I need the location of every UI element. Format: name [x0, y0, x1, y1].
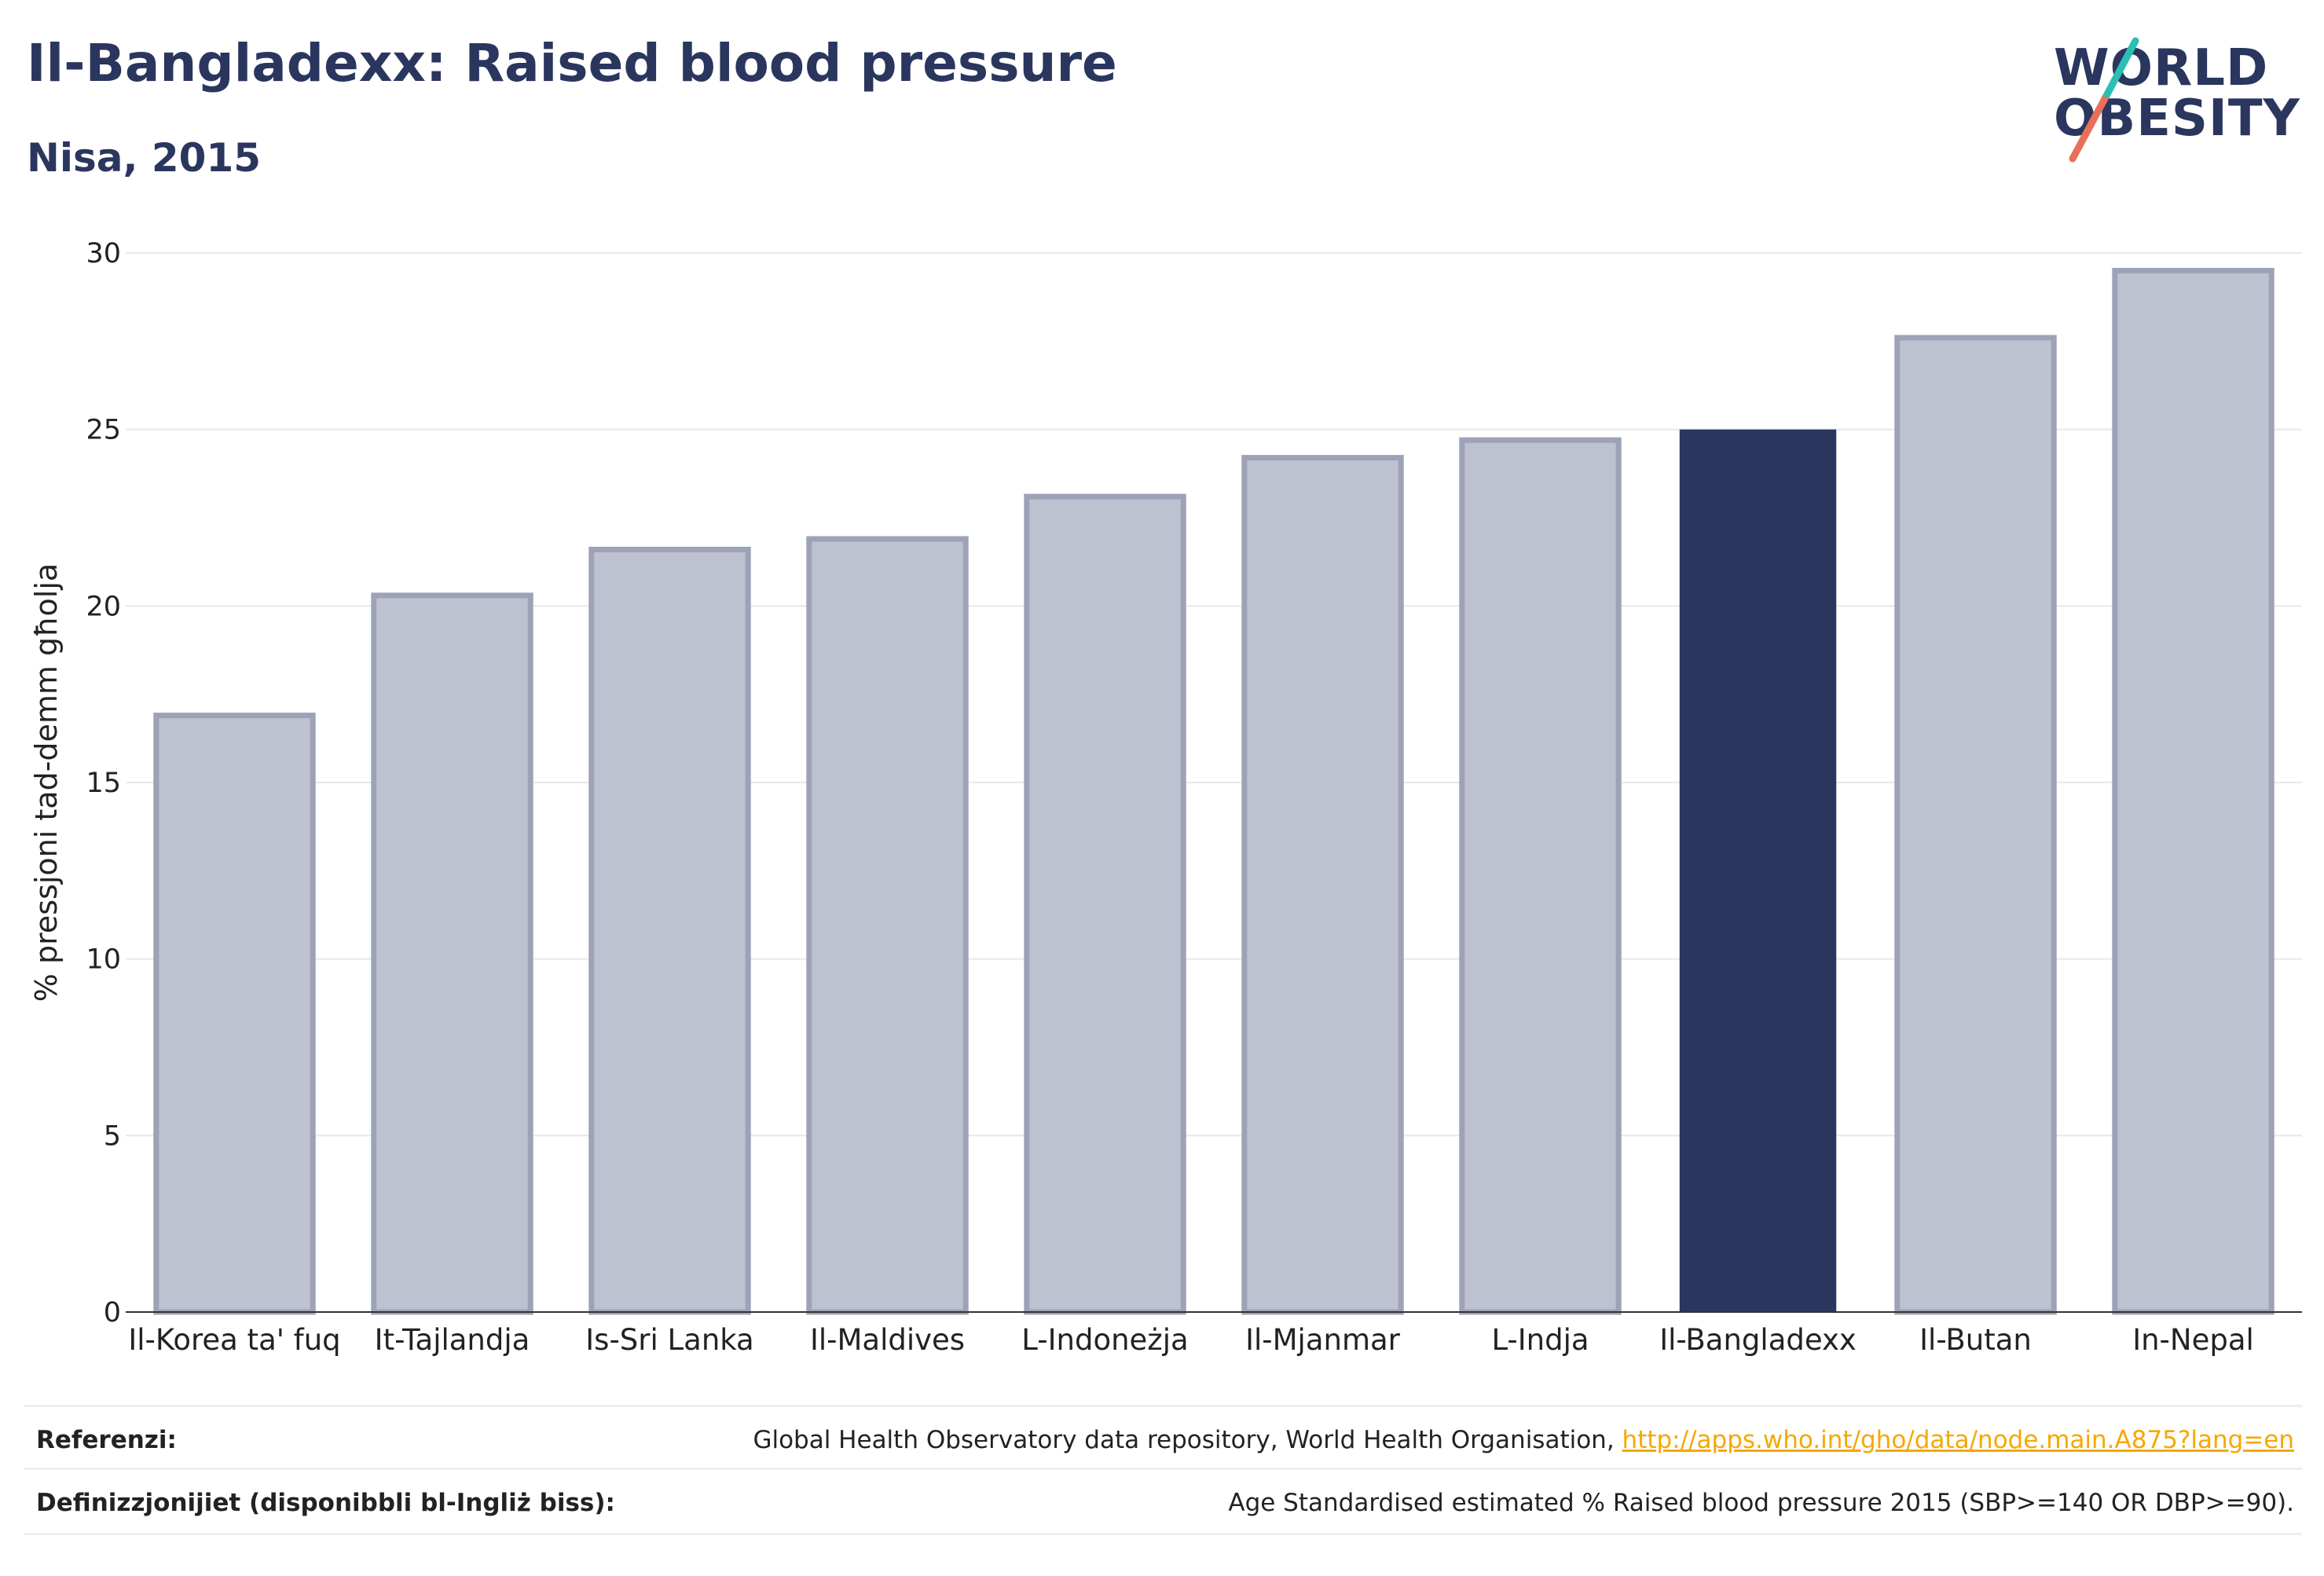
bar-8[interactable] [1894, 335, 2057, 1315]
definitions-row: Definizzjonijiet (disponibbli bl-Ingliż … [24, 1468, 2302, 1535]
y-tick-label: 5 [104, 1120, 121, 1152]
x-tick-label: It-Tajlandja [375, 1323, 530, 1357]
definitions-label: Definizzjonijiet (disponibbli bl-Ingliż … [36, 1489, 615, 1517]
x-tick-label: L-Indoneżja [1021, 1323, 1188, 1357]
bar-5[interactable] [1241, 455, 1404, 1315]
bar-9[interactable] [2112, 267, 2275, 1315]
y-axis-label: % pressjoni tad-demm għolja [29, 563, 64, 1002]
x-tick-label: Il-Bangladexx [1659, 1323, 1857, 1357]
y-tick-label: 0 [104, 1297, 121, 1329]
x-tick-label: L-Indja [1491, 1323, 1589, 1357]
y-tick-label: 25 [86, 415, 121, 446]
y-tick-label: 20 [86, 591, 121, 622]
references-row: Referenzi: Global Health Observatory dat… [24, 1405, 2302, 1470]
y-axis-ticks: 0 5 10 15 20 25 30 [86, 238, 121, 1329]
world-obesity-logo: WORLD OBESITY [2043, 16, 2310, 173]
page-title: Il-Bangladexx: Raised blood pressure [27, 33, 1117, 93]
bar-chart: 0 5 10 15 20 25 30 Il-Korea ta' fuq It-Tajlandj… [29, 238, 2302, 1357]
bar-1[interactable] [371, 592, 533, 1315]
bar-3[interactable] [806, 536, 969, 1315]
x-tick-label: Il-Mjanmar [1245, 1323, 1401, 1357]
x-tick-label: In-Nepal [2132, 1323, 2254, 1357]
references-label: Referenzi: [36, 1426, 177, 1454]
y-tick-label: 15 [86, 768, 121, 799]
references-link[interactable]: http://apps.who.int/gho/data/node.main.A… [1622, 1426, 2294, 1454]
bar-6[interactable] [1459, 437, 1622, 1315]
bar-0[interactable] [153, 713, 316, 1315]
x-tick-label: Il-Butan [1919, 1323, 2032, 1357]
bar-2[interactable] [588, 546, 751, 1315]
x-axis-labels: Il-Korea ta' fuq It-Tajlandja Is-Sri Lanka… [128, 1323, 2253, 1357]
bar-7[interactable] [1679, 429, 1837, 1312]
bar-4[interactable] [1024, 493, 1186, 1315]
references-text: Global Health Observatory data repositor… [753, 1426, 1622, 1454]
page-subtitle: Nisa, 2015 [27, 135, 262, 181]
bars [153, 267, 2275, 1315]
x-tick-label: Il-Korea ta' fuq [128, 1323, 340, 1357]
y-tick-label: 30 [86, 238, 121, 269]
definitions-text: Age Standardised estimated % Raised bloo… [1228, 1489, 2294, 1517]
logo-slash-icon [2069, 37, 2139, 163]
y-tick-label: 10 [86, 944, 121, 976]
x-tick-label: Il-Maldives [810, 1323, 965, 1357]
x-tick-label: Is-Sri Lanka [585, 1323, 753, 1357]
references-value: Global Health Observatory data repositor… [753, 1426, 2294, 1454]
logo-line-1: WORLD [2054, 39, 2269, 97]
